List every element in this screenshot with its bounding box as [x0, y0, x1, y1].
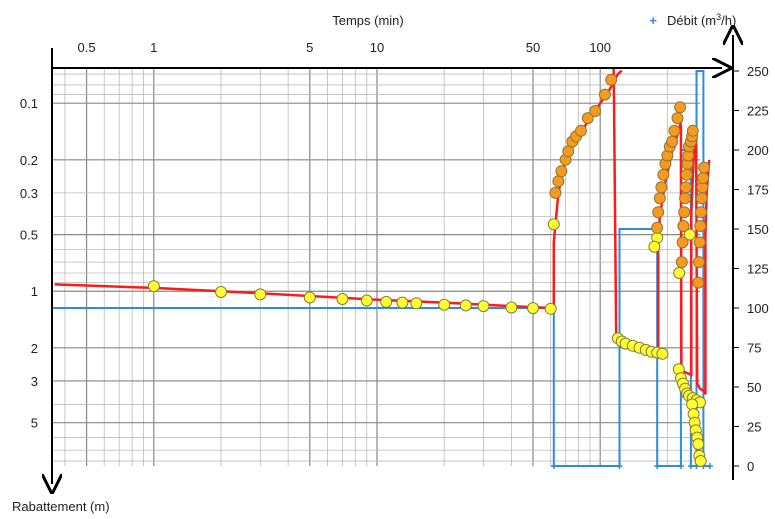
- observed-pumping-point: [697, 172, 710, 184]
- chart-marks: [52, 67, 713, 469]
- flow-rate-line: [52, 70, 710, 467]
- observed-pumping-point: [589, 105, 602, 117]
- x-tick-label: 100: [589, 40, 611, 55]
- observed-pumping-point: [695, 192, 708, 205]
- observed-pumping-point: [668, 124, 681, 137]
- observed-recovery-point: [215, 286, 227, 298]
- y-left-tick-label: 3: [31, 374, 38, 389]
- observed-pumping-point: [652, 206, 665, 219]
- y-right-tick-label: 25: [747, 420, 761, 435]
- observed-pumping-point: [677, 220, 690, 232]
- x-tick-label: 5: [306, 40, 313, 55]
- x-tick-label: 0.5: [78, 40, 96, 55]
- observed-pumping-point: [549, 186, 562, 199]
- y-right-tick-label: 175: [747, 183, 769, 198]
- observed-recovery-point: [692, 438, 705, 451]
- y-right-tick-label: 50: [747, 380, 761, 395]
- observed-pumping-point: [575, 124, 587, 137]
- x-tick-label: 10: [370, 40, 384, 55]
- observed-recovery-point: [438, 298, 451, 311]
- y-right-tick-label: 250: [747, 64, 769, 79]
- y-right-tick-label: 225: [747, 104, 769, 119]
- observed-recovery-point: [694, 455, 707, 467]
- observed-pumping-point: [676, 236, 689, 249]
- y-left-tick-label: 0.5: [20, 228, 38, 243]
- y-right-axis-label: Débit (m3/h): [667, 12, 736, 28]
- observed-pumping-point: [693, 236, 706, 249]
- observed-pumping-point: [674, 101, 687, 114]
- y-right-tick-label: 125: [747, 262, 769, 277]
- observed-pumping-point: [686, 124, 699, 137]
- observed-pumping-point: [605, 73, 618, 86]
- y-right-tick-label: 150: [747, 222, 769, 237]
- observed-pumping-point: [581, 112, 594, 125]
- y-right-tick-label: 75: [747, 341, 761, 356]
- observed-recovery-point: [505, 301, 518, 314]
- y-left-tick-label: 5: [31, 416, 38, 431]
- observed-pumping-point: [653, 192, 666, 205]
- y-right-tick-label: 200: [747, 143, 769, 158]
- observed-pumping-point: [694, 220, 707, 232]
- observed-pumping-point: [679, 181, 692, 194]
- grid: [52, 68, 700, 466]
- observed-recovery-point: [254, 288, 267, 301]
- y-right-axis-label-superscript: 3: [716, 12, 721, 22]
- observed-recovery-point: [544, 302, 557, 315]
- observed-pumping-point: [552, 175, 565, 188]
- observed-pumping-point: [692, 276, 705, 289]
- flow-legend-marker: +: [649, 13, 657, 28]
- x-axis-label: Temps (min): [332, 13, 404, 28]
- observed-recovery-point: [683, 228, 696, 241]
- observed-pumping-point: [695, 206, 707, 219]
- y-left-tick-label: 0.3: [20, 186, 38, 201]
- y-left-tick-label: 1: [31, 284, 38, 299]
- observed-recovery-point: [396, 296, 409, 309]
- y-left-tick-label: 2: [31, 341, 38, 356]
- y-right-axis-label-text: Débit (m: [667, 13, 716, 28]
- observed-pumping-point: [657, 168, 670, 181]
- observed-pumping-point: [679, 192, 692, 205]
- observed-recovery-point: [477, 300, 490, 313]
- y-left-axis-label: Rabattement (m): [12, 499, 110, 514]
- y-right-tick-label: 100: [747, 301, 769, 316]
- x-tick-label: 1: [150, 40, 157, 55]
- observed-recovery-point: [303, 291, 316, 304]
- observed-recovery-point: [336, 293, 349, 305]
- y-right-tick-label: 0: [747, 459, 754, 474]
- tick-labels: 0.5 1 5 10 50 1000.10.20.30.51235250225200175…: [20, 40, 769, 474]
- observed-pumping-point: [698, 161, 711, 174]
- observed-pumping-point: [651, 221, 664, 234]
- observed-pumping-point: [680, 168, 693, 181]
- y-right-axis-label-end: /h): [721, 13, 736, 28]
- observed-recovery-point: [547, 218, 560, 231]
- observed-recovery-point: [686, 398, 699, 411]
- model-drawdown-line: [612, 67, 684, 359]
- observed-pumping-point: [678, 206, 691, 219]
- observed-recovery-point: [147, 280, 160, 293]
- observed-pumping-point: [671, 112, 684, 125]
- observed-pumping-point: [693, 256, 705, 269]
- observed-pumping-point: [666, 135, 679, 148]
- observed-recovery-point: [380, 295, 393, 308]
- observed-recovery-point: [648, 240, 661, 253]
- observed-pumping-point: [555, 165, 568, 178]
- model-drawdown-line: [54, 69, 623, 314]
- observed-recovery-point: [360, 294, 373, 307]
- observed-recovery-point: [656, 347, 669, 360]
- observed-pumping-point: [598, 88, 611, 101]
- y-left-tick-label: 0.1: [20, 96, 38, 111]
- observed-recovery-point: [673, 267, 686, 279]
- observed-recovery-point: [410, 297, 423, 310]
- y-left-tick-label: 0.2: [20, 153, 38, 168]
- observed-recovery-point: [459, 299, 472, 312]
- observed-pumping-point: [675, 256, 688, 269]
- observed-recovery-point: [527, 302, 539, 315]
- x-tick-label: 50: [526, 40, 540, 55]
- observed-pumping-point: [655, 181, 668, 194]
